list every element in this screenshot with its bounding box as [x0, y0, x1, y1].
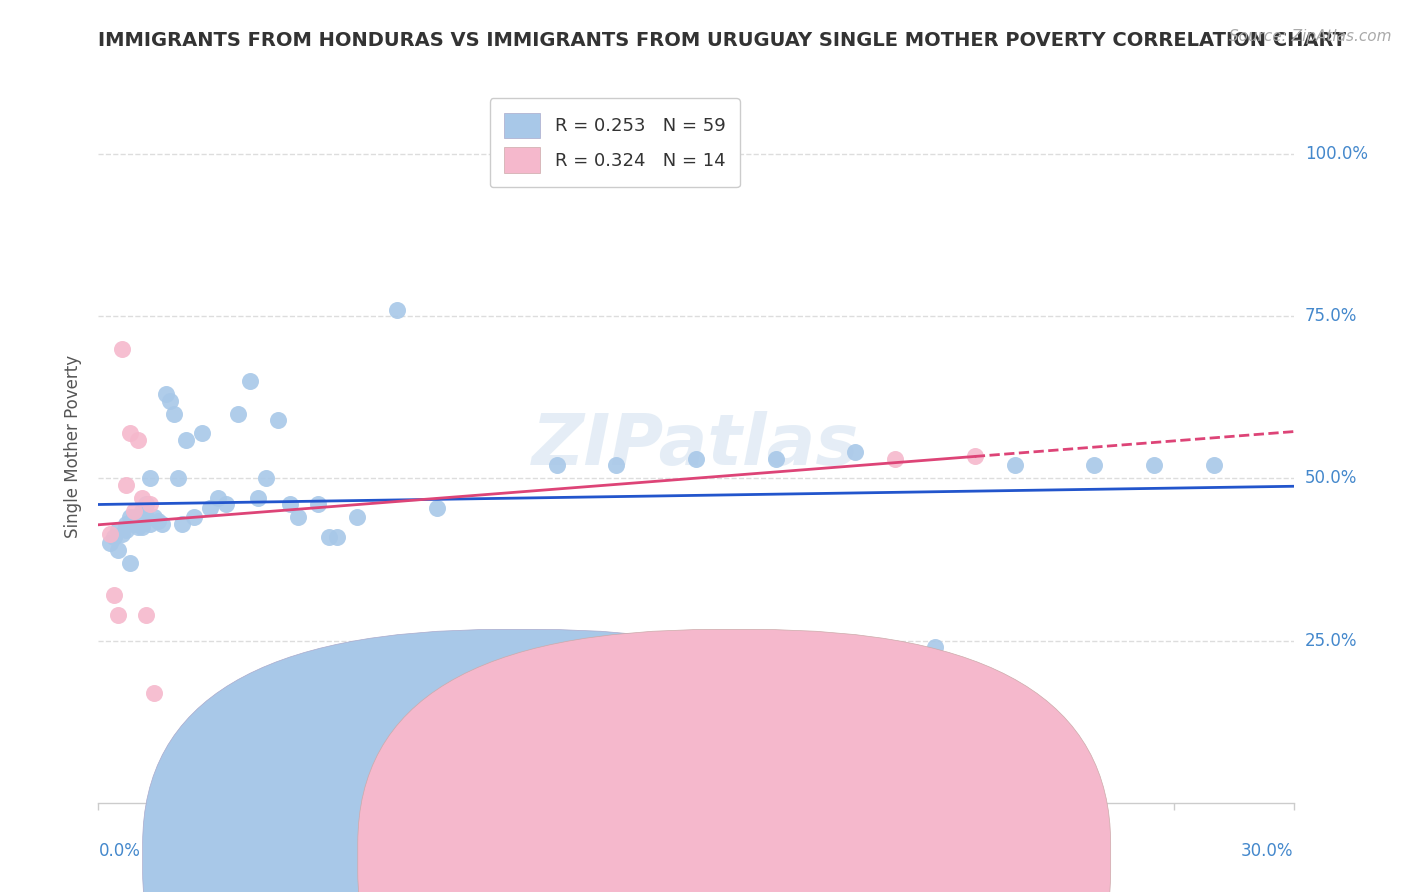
Point: [346, 510, 368, 524]
Point: [924, 640, 946, 654]
Point: [246, 491, 269, 505]
Point: [155, 387, 177, 401]
Point: [159, 393, 181, 408]
Point: [120, 425, 142, 440]
Point: [465, 653, 488, 667]
Point: [385, 302, 409, 317]
Point: [143, 685, 166, 699]
Point: [506, 640, 529, 654]
Y-axis label: Single Mother Poverty: Single Mother Poverty: [65, 354, 83, 538]
Point: [307, 497, 329, 511]
Point: [139, 471, 162, 485]
Point: [254, 471, 277, 485]
Point: [844, 445, 866, 459]
Point: [127, 520, 149, 534]
Text: ZIPatlas: ZIPatlas: [533, 411, 859, 481]
Legend: R = 0.253   N = 59, R = 0.324   N = 14: R = 0.253 N = 59, R = 0.324 N = 14: [489, 98, 740, 187]
Point: [107, 607, 129, 622]
Text: IMMIGRANTS FROM HONDURAS VS IMMIGRANTS FROM URUGUAY SINGLE MOTHER POVERTY CORREL: IMMIGRANTS FROM HONDURAS VS IMMIGRANTS F…: [98, 31, 1347, 50]
Point: [115, 478, 138, 492]
Point: [135, 510, 157, 524]
Point: [135, 497, 157, 511]
Point: [191, 425, 214, 440]
FancyBboxPatch shape: [357, 630, 1111, 892]
Point: [215, 497, 238, 511]
Point: [115, 524, 138, 538]
Point: [120, 510, 142, 524]
Point: [1004, 458, 1026, 473]
Point: [124, 504, 146, 518]
Point: [111, 526, 134, 541]
Point: [605, 458, 627, 473]
Point: [107, 542, 129, 557]
Text: 75.0%: 75.0%: [1305, 307, 1357, 326]
Point: [207, 491, 229, 505]
Point: [366, 659, 388, 673]
Point: [174, 433, 197, 447]
Point: [239, 374, 262, 388]
Text: 30.0%: 30.0%: [1241, 842, 1294, 860]
Point: [107, 524, 129, 538]
FancyBboxPatch shape: [142, 630, 896, 892]
Point: [426, 500, 449, 515]
Text: 100.0%: 100.0%: [1305, 145, 1368, 163]
Point: [135, 607, 157, 622]
Point: [172, 516, 194, 531]
Point: [139, 497, 162, 511]
Point: [98, 536, 122, 550]
Point: [120, 556, 142, 570]
Point: [183, 510, 205, 524]
Point: [131, 491, 153, 505]
Point: [115, 516, 138, 531]
Point: [111, 342, 134, 356]
Text: 0.0%: 0.0%: [98, 842, 141, 860]
Point: [1143, 458, 1166, 473]
Point: [226, 407, 249, 421]
Point: [131, 504, 153, 518]
Point: [148, 514, 170, 528]
Point: [150, 516, 173, 531]
Point: [278, 497, 301, 511]
Point: [131, 520, 153, 534]
Point: [267, 413, 290, 427]
Text: Immigrants from Uruguay: Immigrants from Uruguay: [759, 847, 974, 865]
Point: [326, 530, 349, 544]
Point: [143, 510, 166, 524]
Point: [963, 449, 986, 463]
Text: 50.0%: 50.0%: [1305, 469, 1357, 487]
Point: [163, 407, 186, 421]
Point: [127, 510, 149, 524]
Point: [765, 452, 787, 467]
Point: [124, 516, 146, 531]
Point: [287, 510, 309, 524]
Point: [198, 500, 221, 515]
Point: [884, 452, 907, 467]
Point: [318, 530, 340, 544]
Point: [103, 530, 125, 544]
Text: Source: ZipAtlas.com: Source: ZipAtlas.com: [1229, 29, 1392, 44]
Point: [103, 588, 125, 602]
Point: [98, 526, 122, 541]
Text: Immigrants from Honduras: Immigrants from Honduras: [544, 847, 769, 865]
Point: [1202, 458, 1225, 473]
Point: [139, 516, 162, 531]
Point: [546, 458, 568, 473]
Text: 25.0%: 25.0%: [1305, 632, 1357, 649]
Point: [124, 510, 146, 524]
Point: [167, 471, 190, 485]
Point: [127, 433, 149, 447]
Point: [685, 452, 707, 467]
Point: [1083, 458, 1105, 473]
